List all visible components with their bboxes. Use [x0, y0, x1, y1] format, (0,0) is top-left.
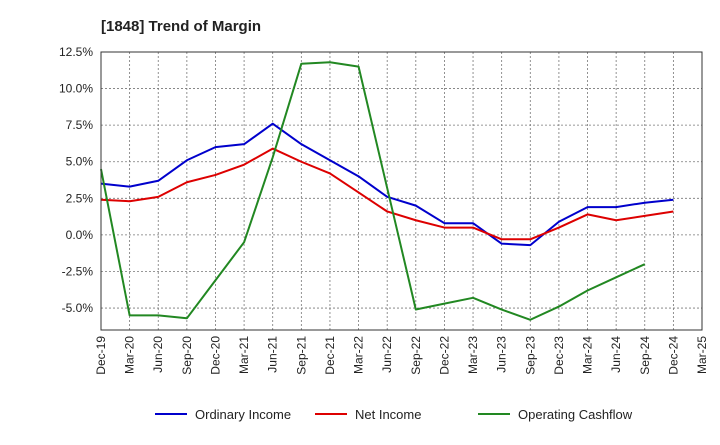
legend-label-net-income: Net Income [355, 407, 421, 422]
x-tick-label: Dec-20 [208, 336, 222, 375]
x-tick-label: Sep-20 [180, 336, 194, 375]
x-axis-tick-labels: Dec-19 Mar-20 Jun-20 Sep-20 Dec-20 Mar-21 Jun-… [94, 336, 709, 375]
series-line-ordinary-income [100, 122, 674, 247]
y-tick-label: 0.0% [66, 228, 94, 242]
x-tick-label: Dec-21 [323, 336, 337, 375]
x-tick-label: Sep-22 [409, 336, 423, 375]
y-tick-label: 10.0% [59, 82, 93, 96]
x-tick-label: Dec-23 [552, 336, 566, 375]
legend-label-operating-cashflow: Operating Cashflow [518, 407, 633, 422]
y-tick-label: 2.5% [66, 191, 94, 205]
x-tick-label: Mar-22 [352, 336, 366, 374]
x-tick-label: Mar-21 [237, 336, 251, 374]
x-tick-label: Mar-24 [581, 336, 595, 374]
x-tick-label: Mar-25 [695, 336, 709, 374]
chart-title: [1848] Trend of Margin [101, 18, 261, 35]
plot-area-frame [100, 51, 703, 331]
legend: Ordinary Income Net Income Operating Cashf… [155, 407, 633, 422]
legend-label-ordinary-income: Ordinary Income [195, 407, 291, 422]
x-tick-label: Jun-24 [609, 336, 623, 373]
series-line-net-income [100, 147, 674, 241]
series-lines [100, 61, 674, 321]
y-tick-label: -5.0% [62, 301, 94, 315]
x-tick-label: Jun-22 [380, 336, 394, 373]
x-tick-label: Sep-23 [523, 336, 537, 375]
x-tick-label: Mar-20 [123, 336, 137, 374]
y-tick-label: 5.0% [66, 155, 94, 169]
x-tick-label: Sep-24 [638, 336, 652, 375]
y-tick-label: 7.5% [66, 118, 94, 132]
y-axis-tick-labels: 12.5% 10.0% 7.5% 5.0% 2.5% 0.0% -2.5% -5.0% [59, 45, 93, 315]
series-line-operating-cashflow [100, 61, 646, 321]
x-tick-label: Sep-21 [294, 336, 308, 375]
x-tick-label: Jun-20 [151, 336, 165, 373]
x-tick-label: Dec-19 [94, 336, 108, 375]
x-tick-label: Mar-23 [466, 336, 480, 374]
x-tick-label: Dec-22 [437, 336, 451, 375]
x-tick-label: Dec-24 [666, 336, 680, 375]
x-tick-label: Jun-23 [495, 336, 509, 373]
y-tick-label: 12.5% [59, 45, 93, 59]
x-tick-label: Jun-21 [266, 336, 280, 373]
gridlines [100, 51, 703, 330]
y-tick-label: -2.5% [62, 264, 94, 278]
